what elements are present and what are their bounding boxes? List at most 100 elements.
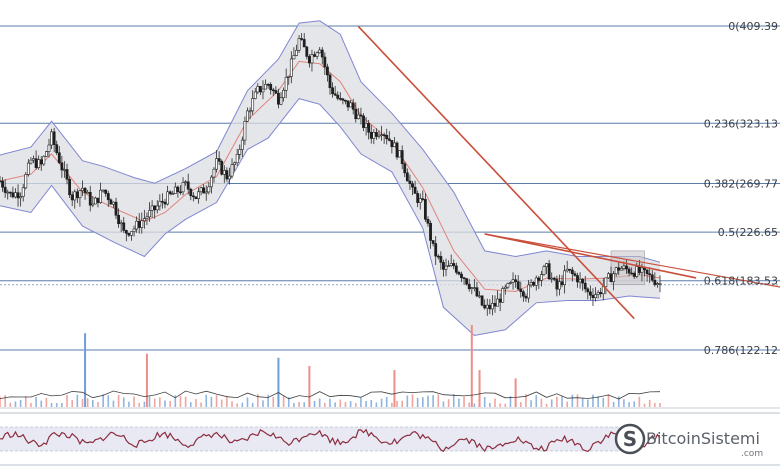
candle-body <box>583 282 587 290</box>
candle <box>55 140 59 156</box>
candle-body <box>11 192 15 198</box>
candle-body <box>63 169 66 171</box>
candle <box>65 163 69 185</box>
volume-bar <box>0 396 1 407</box>
candle-body <box>372 131 376 139</box>
fib-level-label: 0.618(183.53 <box>704 275 778 288</box>
candle-body <box>599 292 603 295</box>
candle <box>488 299 492 315</box>
candle-body <box>39 159 43 165</box>
candle-body <box>346 100 350 108</box>
candle <box>292 47 296 60</box>
volume-spike <box>84 333 87 407</box>
candle <box>591 288 595 307</box>
candle-body <box>202 187 206 194</box>
volume-bar <box>282 395 285 407</box>
candle <box>191 192 195 202</box>
candle <box>8 191 12 198</box>
volume-bar <box>122 397 125 407</box>
candle-body <box>179 191 182 194</box>
candle <box>233 161 237 172</box>
candle-body <box>0 180 2 183</box>
candle <box>222 165 226 184</box>
candle <box>130 231 133 241</box>
volume-bar <box>117 394 120 407</box>
trendline-extension <box>484 233 780 288</box>
volume-bar <box>437 394 440 407</box>
candle <box>413 180 417 194</box>
volume-bar <box>452 394 455 407</box>
candle <box>243 116 247 145</box>
volume-bar <box>112 400 115 407</box>
candle-body <box>73 191 77 201</box>
candle-body <box>527 284 530 299</box>
volume-bar <box>597 396 599 407</box>
candle <box>483 299 487 310</box>
candle-body <box>601 286 605 295</box>
candle-body <box>491 303 494 310</box>
candle <box>648 267 652 284</box>
candle-body <box>168 191 172 194</box>
candle-body <box>442 262 445 270</box>
volume-bar <box>236 403 238 407</box>
candle <box>256 83 260 95</box>
candle <box>444 258 448 277</box>
volume-bar <box>19 399 22 407</box>
volume-bar <box>339 399 342 407</box>
candle-body <box>171 193 175 195</box>
candle <box>506 282 510 290</box>
candle <box>207 181 211 195</box>
candle <box>34 150 38 170</box>
candle-body <box>310 54 314 64</box>
candle-body <box>462 277 466 280</box>
candle <box>313 51 316 58</box>
candle-body <box>632 273 636 277</box>
candle-body <box>155 205 159 211</box>
candle-body <box>16 192 20 199</box>
candle <box>91 196 95 208</box>
candle-body <box>421 198 425 200</box>
volume-bar <box>344 402 347 407</box>
candle-body <box>235 154 239 164</box>
candle-body <box>127 232 131 236</box>
candle <box>295 44 298 57</box>
volume-bar <box>313 400 316 407</box>
candle-body <box>130 231 133 236</box>
candle <box>210 174 213 194</box>
candle-body <box>212 168 216 178</box>
candle <box>68 176 72 199</box>
candle <box>576 272 579 288</box>
volume-bar <box>66 394 68 407</box>
candle <box>99 182 102 204</box>
candle <box>578 272 582 289</box>
candle-body <box>403 163 407 174</box>
candle-body <box>488 304 492 310</box>
candle <box>39 156 43 171</box>
candle-body <box>295 49 298 56</box>
candle <box>581 278 585 291</box>
candle <box>416 190 420 208</box>
candle-body <box>328 74 332 89</box>
candle <box>145 212 149 225</box>
candle-body <box>315 52 319 57</box>
candle <box>540 270 543 287</box>
volume-bar <box>81 398 84 407</box>
candle <box>607 272 610 279</box>
candle <box>421 190 425 202</box>
volume-bar <box>14 401 17 407</box>
candle-body <box>318 49 322 54</box>
candle <box>369 125 373 144</box>
volume-bar <box>566 401 568 407</box>
candle <box>364 117 368 136</box>
candle <box>632 271 636 279</box>
candle <box>534 275 538 291</box>
volume-bar <box>458 398 460 407</box>
candle <box>52 127 56 153</box>
candle <box>305 45 309 60</box>
candle <box>3 179 7 198</box>
candle <box>560 275 564 288</box>
candle <box>45 150 48 157</box>
candle-body <box>271 89 275 92</box>
candle-body <box>529 282 533 286</box>
